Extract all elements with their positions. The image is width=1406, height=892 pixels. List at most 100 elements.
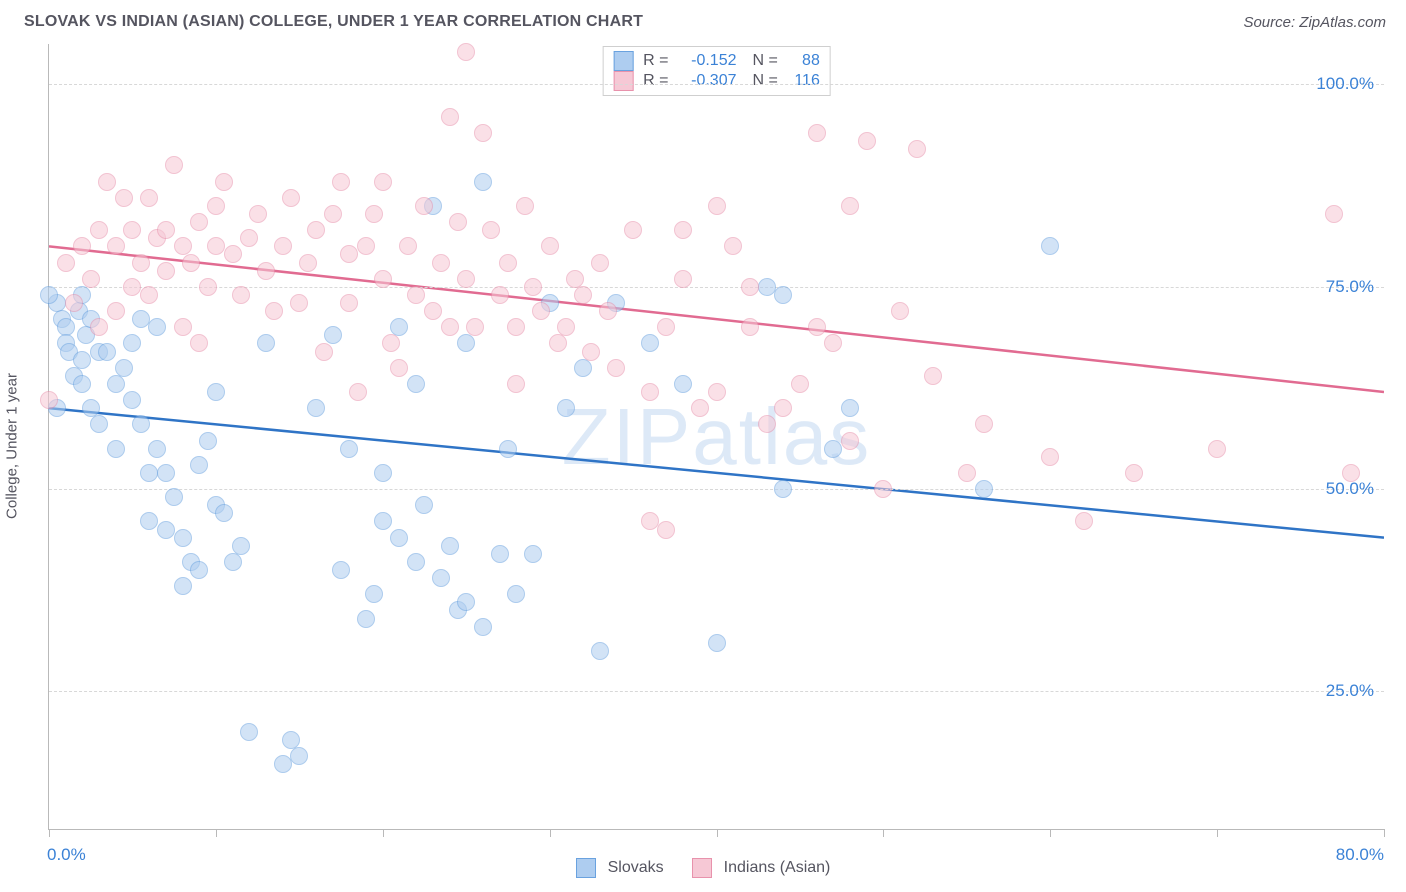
data-point — [257, 262, 275, 280]
data-point — [474, 173, 492, 191]
data-point — [40, 286, 58, 304]
data-point — [958, 464, 976, 482]
correlation-legend-row: R =-0.152N =88 — [613, 51, 820, 71]
data-point — [841, 399, 859, 417]
data-point — [432, 254, 450, 272]
data-point — [441, 318, 459, 336]
data-point — [532, 302, 550, 320]
data-point — [691, 399, 709, 417]
data-point — [874, 480, 892, 498]
data-point — [73, 237, 91, 255]
data-point — [148, 440, 166, 458]
data-point — [290, 294, 308, 312]
data-point — [340, 440, 358, 458]
r-label: R = — [643, 72, 668, 90]
series-legend-item: Slovaks — [576, 858, 664, 878]
data-point — [841, 432, 859, 450]
data-point — [123, 278, 141, 296]
data-point — [491, 545, 509, 563]
data-point — [457, 593, 475, 611]
data-point — [174, 529, 192, 547]
data-point — [824, 334, 842, 352]
data-point — [107, 237, 125, 255]
data-point — [407, 375, 425, 393]
y-tick-label: 50.0% — [1326, 479, 1374, 499]
data-point — [382, 334, 400, 352]
data-point — [457, 270, 475, 288]
n-label: N = — [753, 72, 778, 90]
data-point — [224, 245, 242, 263]
data-point — [908, 140, 926, 158]
data-point — [499, 254, 517, 272]
data-point — [591, 642, 609, 660]
data-point — [624, 221, 642, 239]
data-point — [674, 221, 692, 239]
data-point — [724, 237, 742, 255]
x-tick — [1217, 829, 1218, 837]
data-point — [524, 545, 542, 563]
correlation-legend: R =-0.152N =88R =-0.307N =116 — [602, 46, 831, 96]
data-point — [474, 124, 492, 142]
data-point — [174, 318, 192, 336]
data-point — [975, 415, 993, 433]
series-legend: SlovaksIndians (Asian) — [0, 858, 1406, 878]
data-point — [524, 278, 542, 296]
watermark-text: ZIPatlas — [562, 391, 871, 483]
data-point — [858, 132, 876, 150]
data-point — [90, 318, 108, 336]
data-point — [432, 569, 450, 587]
data-point — [1125, 464, 1143, 482]
data-point — [449, 213, 467, 231]
correlation-legend-row: R =-0.307N =116 — [613, 71, 820, 91]
data-point — [199, 432, 217, 450]
data-point — [249, 205, 267, 223]
data-point — [157, 221, 175, 239]
gridline — [49, 287, 1384, 288]
data-point — [215, 504, 233, 522]
data-point — [340, 245, 358, 263]
data-point — [357, 237, 375, 255]
data-point — [574, 286, 592, 304]
data-point — [674, 375, 692, 393]
data-point — [657, 521, 675, 539]
data-point — [240, 723, 258, 741]
data-point — [758, 278, 776, 296]
n-label: N = — [753, 52, 778, 70]
data-point — [482, 221, 500, 239]
data-point — [557, 318, 575, 336]
gridline — [49, 84, 1384, 85]
data-point — [374, 512, 392, 530]
data-point — [390, 529, 408, 547]
gridline — [49, 691, 1384, 692]
data-point — [332, 561, 350, 579]
data-point — [107, 440, 125, 458]
data-point — [165, 156, 183, 174]
data-point — [274, 755, 292, 773]
data-point — [190, 334, 208, 352]
data-point — [324, 205, 342, 223]
data-point — [574, 359, 592, 377]
data-point — [190, 561, 208, 579]
data-point — [641, 383, 659, 401]
x-tick — [1050, 829, 1051, 837]
data-point — [315, 343, 333, 361]
plot-area: ZIPatlas R =-0.152N =88R =-0.307N =116 2… — [48, 44, 1384, 830]
data-point — [415, 496, 433, 514]
data-point — [174, 577, 192, 595]
trend-line — [49, 246, 1384, 392]
data-point — [140, 512, 158, 530]
data-point — [165, 488, 183, 506]
data-point — [115, 189, 133, 207]
data-point — [774, 286, 792, 304]
x-tick — [1384, 829, 1385, 837]
data-point — [557, 399, 575, 417]
data-point — [774, 480, 792, 498]
data-point — [758, 415, 776, 433]
data-point — [365, 205, 383, 223]
data-point — [390, 318, 408, 336]
data-point — [1041, 448, 1059, 466]
data-point — [299, 254, 317, 272]
data-point — [123, 391, 141, 409]
data-point — [791, 375, 809, 393]
data-point — [140, 464, 158, 482]
